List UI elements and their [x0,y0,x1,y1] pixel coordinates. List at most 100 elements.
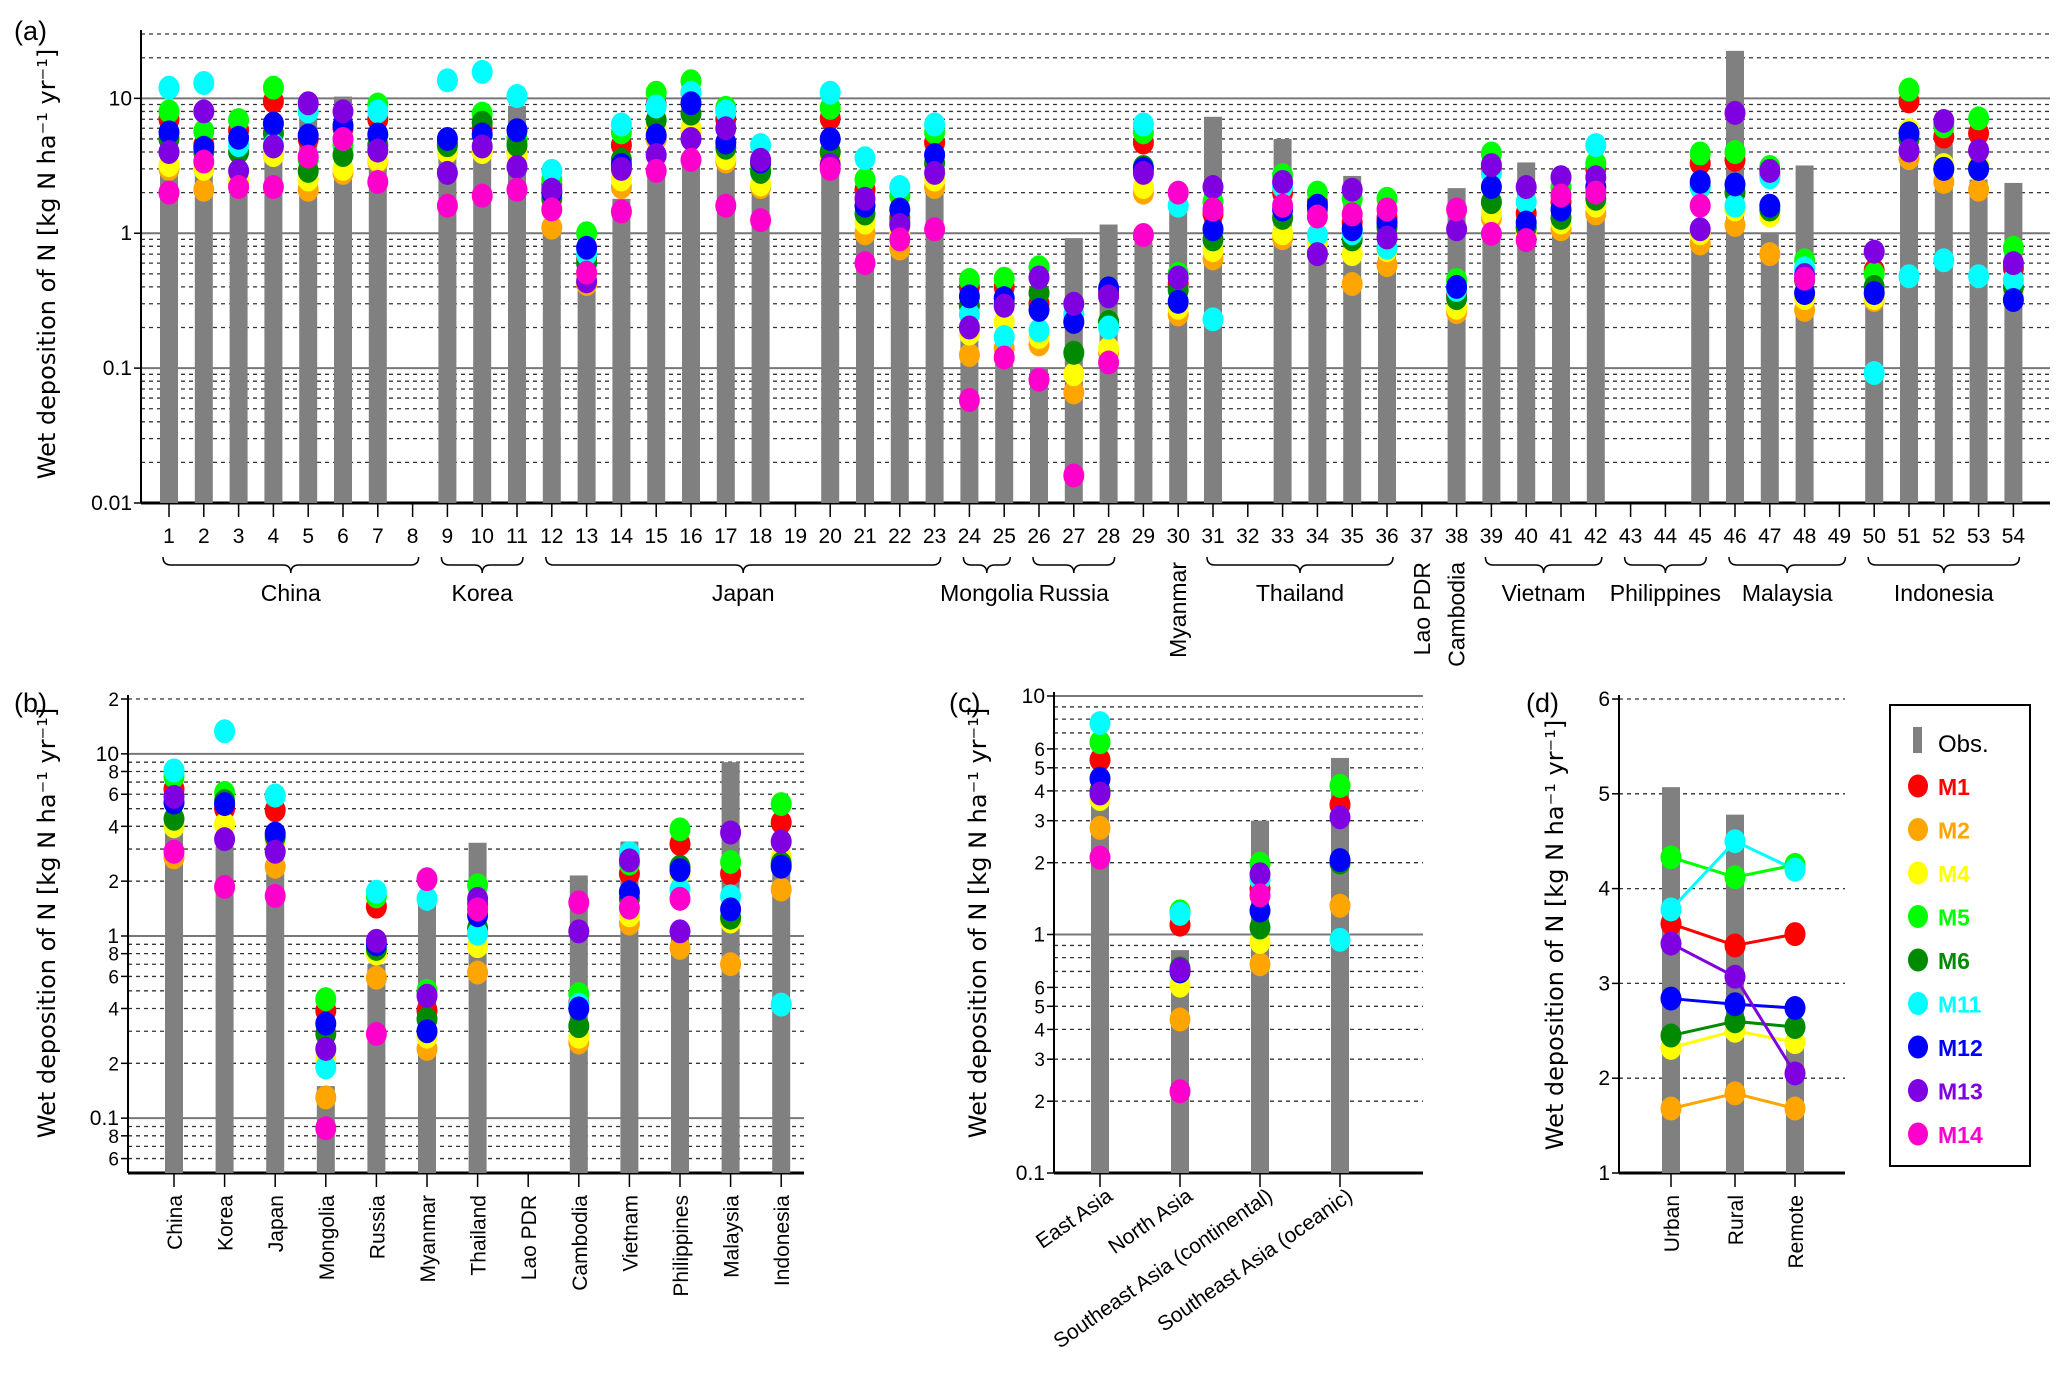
x-tick-label: 22 [888,525,911,548]
x-tick-label: 1 [163,525,175,548]
x-tick-label: 18 [749,525,772,548]
data-point-M11 [1933,248,1955,273]
legend-label-M14: M14 [1938,1122,1983,1148]
data-point-M14 [471,183,493,208]
x-tick-label: 52 [1932,525,1955,548]
data-point-M1 [770,810,792,835]
data-point-M12 [958,284,980,309]
obs-bar [577,286,596,503]
data-point-M14 [1585,180,1607,205]
x-tick-label: 11 [506,525,528,548]
data-point-M5 [193,119,215,144]
x-tick-label: Thailand [468,1195,491,1276]
data-point-M11 [506,84,528,109]
x-tick-label: Myanmar [417,1195,440,1283]
data-point-M11 [193,70,215,95]
data-point-M14 [262,175,284,200]
obs-bar [542,222,561,503]
data-point-M1 [1784,922,1806,947]
obs-bar [612,198,631,503]
data-point-M5 [993,266,1015,291]
x-tick-label: 24 [958,525,982,548]
data-point-M2 [467,960,489,985]
data-point-M11 [1898,264,1920,289]
x-tick-label: Lao PDR [518,1195,541,1280]
data-point-M14 [924,217,946,242]
y-tick-label: 4 [1598,878,1610,901]
y-tick-label: 3 [1034,1050,1045,1071]
obs-bar [1171,950,1189,1173]
data-point-M5 [158,99,180,124]
obs-bar [772,870,791,1173]
y-tick-label: 8 [108,762,119,783]
data-point-M2 [669,935,691,960]
x-tick-label: 23 [923,525,946,548]
obs-bar [1691,239,1710,504]
x-tick-label: 14 [610,525,634,548]
data-point-M13 [416,983,438,1008]
group-label: Vietnam [1502,580,1586,606]
group-label: Korea [452,580,514,606]
data-point-M11 [854,146,876,171]
data-point-M13 [1515,175,1537,200]
legend: Obs. M1 M2 M4 M5 M6 M11 M12 M13 M14 [1889,704,2031,1167]
data-point-M13 [1480,153,1502,178]
y-axis-title: Wet deposition of N [kg N ha⁻¹ yr⁻¹] [1541,720,1569,1150]
data-point-M12 [568,996,590,1021]
x-tick-label: 48 [1793,525,1816,548]
data-point-M13 [1167,265,1189,290]
data-point-M12 [1968,156,1990,181]
x-tick-label: 44 [1654,525,1678,548]
data-point-M14 [158,180,180,205]
data-point-M13 [568,919,590,944]
data-point-M12 [770,854,792,879]
data-point-M11 [1863,361,1885,386]
obs-bar [647,168,666,503]
y-tick-label: 10 [96,743,119,766]
legend-marker-M4 [1908,861,1928,885]
data-point-M11 [1784,857,1806,882]
series-M1 [1089,747,1351,937]
data-point-M13 [1341,177,1363,202]
data-point-M2 [1063,380,1085,405]
data-point-M14 [568,890,590,915]
panel-label: (c) [949,688,980,718]
data-point-M12 [1759,193,1781,218]
data-point-M5 [1724,140,1746,165]
y-tick-label: 5 [1598,783,1610,806]
obs-bar [1586,209,1605,504]
data-point-M11 [889,175,911,200]
legend-marker-M14 [1908,1122,1928,1146]
data-point-M11 [365,879,387,904]
data-point-M14 [1689,193,1711,218]
data-point-M11 [1169,901,1191,926]
x-tick-label: 8 [407,525,419,548]
data-point-M12 [158,120,180,145]
data-point-M13 [1169,957,1191,982]
x-tick-label: 38 [1445,525,1468,548]
obs-bar [960,327,979,503]
data-point-M12 [720,897,742,922]
x-tick-label: 43 [1619,525,1642,548]
gridlines [1054,695,1423,1174]
x-tick-label: Vietnam [619,1195,642,1272]
obs-bar [1482,227,1501,503]
data-point-M2 [1724,1081,1746,1106]
data-point-M14 [1098,350,1120,375]
data-point-M2 [770,877,792,902]
series-M11 [1089,711,1351,952]
data-point-M13 [1968,138,1990,163]
x-tick-label: 46 [1723,525,1746,548]
data-point-M13 [1063,291,1085,316]
legend-label-M4: M4 [1938,861,1970,887]
obs-bar [215,846,234,1173]
obs-bar [716,168,735,503]
data-point-M12 [1028,297,1050,322]
x-tick-label: Urban [1661,1195,1684,1252]
data-point-M13 [750,147,772,172]
data-point-M5 [1660,845,1682,870]
y-tick-label: 5 [1034,759,1045,780]
data-point-M11 [367,99,389,124]
panel-label: (b) [14,688,47,718]
data-point-M14 [1063,463,1085,488]
